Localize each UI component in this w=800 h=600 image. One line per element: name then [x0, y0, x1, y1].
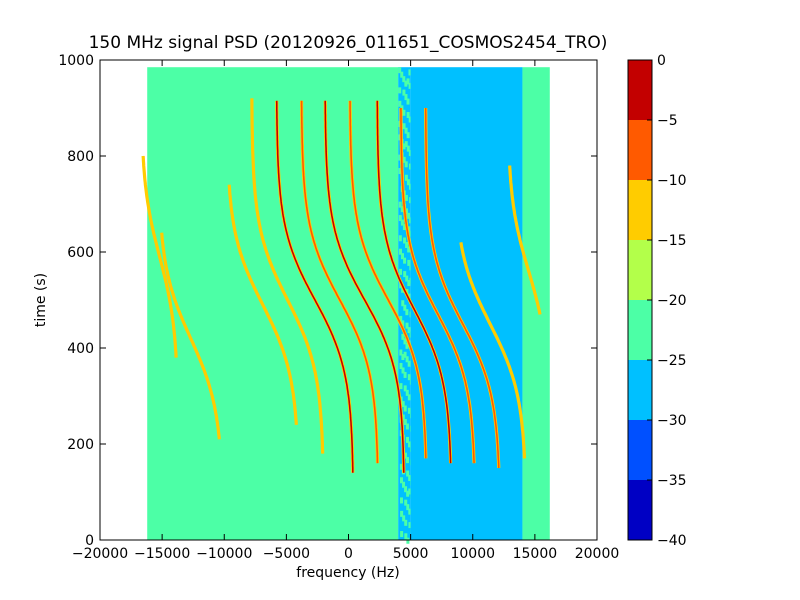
x-tick-label: 10000 [450, 546, 495, 562]
signal-trace [300, 100, 380, 464]
signal-trace [399, 108, 476, 464]
colorbar-tick-label: −5 [657, 113, 678, 129]
plot-area [99, 59, 598, 544]
signal-trace [459, 242, 527, 459]
colorbar-level [628, 240, 652, 300]
signal-trace [227, 184, 298, 425]
signal-trace [424, 108, 501, 468]
heatmap-region [147, 67, 399, 540]
y-tick-label: 400 [67, 341, 94, 357]
x-tick-label: −5000 [263, 546, 310, 562]
colorbar-level [628, 180, 652, 240]
signal-trace [160, 232, 221, 440]
colorbar-level [628, 300, 652, 360]
colorbar-tick-label: −20 [657, 293, 687, 309]
signal-trace [250, 98, 325, 454]
x-tick-label: −15000 [134, 546, 190, 562]
x-tick-label: −20000 [72, 546, 128, 562]
x-axis-label: frequency (Hz) [296, 565, 399, 581]
y-axis: 0 200 400 600 800 1000 [58, 53, 597, 549]
colorbar-tick-label: −35 [657, 473, 687, 489]
chart-title: 150 MHz signal PSD (20120926_011651_COSM… [89, 33, 608, 53]
colorbar-level [628, 420, 652, 480]
y-tick-label: 200 [67, 437, 94, 453]
y-tick-label: 800 [67, 149, 94, 165]
y-tick-label: 1000 [58, 53, 94, 69]
colorbar: 0 −5 −10 −15 −20 −25 −30 −35 −40 [627, 53, 687, 549]
signal-trace [375, 100, 453, 464]
colorbar-level [628, 480, 652, 540]
heatmap-region [410, 67, 523, 540]
signal-traces [141, 98, 542, 473]
x-tick-label: 15000 [513, 546, 558, 562]
signal-trace [275, 100, 355, 473]
signal-trace [508, 165, 542, 315]
y-tick-label: 0 [85, 533, 94, 549]
colorbar-tick-label: −15 [657, 233, 687, 249]
colorbar-tick-label: −25 [657, 353, 687, 369]
colorbar-level [628, 360, 652, 420]
y-tick-label: 600 [67, 245, 94, 261]
x-tick-label: 20000 [575, 546, 620, 562]
signal-trace [323, 100, 406, 473]
y-axis-label: time (s) [33, 273, 49, 327]
colorbar-tick-label: −40 [657, 533, 687, 549]
colorbar-level [628, 60, 652, 120]
x-axis: −20000 −15000 −10000 −5000 0 5000 10000 15000 20… [72, 60, 619, 562]
colorbar-level [628, 120, 652, 180]
x-tick-label: 5000 [393, 546, 429, 562]
colorbar-tick-label: −10 [657, 173, 687, 189]
x-tick-label: 0 [344, 546, 353, 562]
colorbar-tick-label: 0 [657, 53, 666, 69]
signal-trace [141, 155, 178, 358]
heatmap [147, 67, 550, 544]
colorbar-tick-label: −30 [657, 413, 687, 429]
signal-trace [348, 100, 428, 459]
x-tick-label: −10000 [196, 546, 252, 562]
